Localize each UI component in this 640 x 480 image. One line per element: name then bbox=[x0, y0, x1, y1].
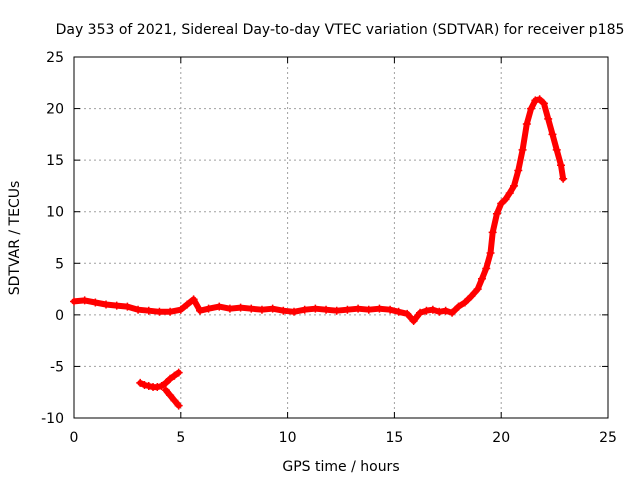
data-series bbox=[70, 95, 568, 326]
data-series bbox=[161, 386, 183, 410]
y-tick-label: 10 bbox=[46, 205, 64, 221]
y-tick-label: 0 bbox=[55, 308, 64, 324]
x-axis-label: GPS time / hours bbox=[282, 459, 399, 475]
data-trace bbox=[137, 369, 182, 391]
data-series bbox=[136, 368, 183, 392]
y-tick-label: -10 bbox=[41, 411, 64, 427]
data-trace bbox=[71, 96, 567, 324]
data-trace bbox=[162, 387, 182, 409]
y-tick-label: 20 bbox=[46, 102, 64, 118]
x-tick-label: 15 bbox=[385, 430, 403, 446]
x-axis: 0 5 10 15 20 25 bbox=[70, 57, 617, 446]
y-tick-label: 25 bbox=[46, 50, 64, 66]
chart-title: Day 353 of 2021, Sidereal Day-to-day VTE… bbox=[56, 22, 625, 38]
plot-area-frame bbox=[73, 56, 609, 419]
y-tick-label: 5 bbox=[55, 256, 64, 272]
data-points bbox=[70, 95, 568, 410]
y-tick-label: 15 bbox=[46, 153, 64, 169]
y-axis: -10 -5 0 5 10 15 20 25 bbox=[41, 50, 608, 427]
x-tick-label: 25 bbox=[599, 430, 617, 446]
grid-lines bbox=[74, 57, 608, 418]
y-axis-label: SDTVAR / TECUs bbox=[7, 181, 23, 296]
x-tick-label: 20 bbox=[492, 430, 510, 446]
x-tick-label: 0 bbox=[70, 430, 79, 446]
x-tick-label: 10 bbox=[279, 430, 297, 446]
y-tick-label: -5 bbox=[50, 359, 64, 375]
x-tick-label: 5 bbox=[176, 430, 185, 446]
